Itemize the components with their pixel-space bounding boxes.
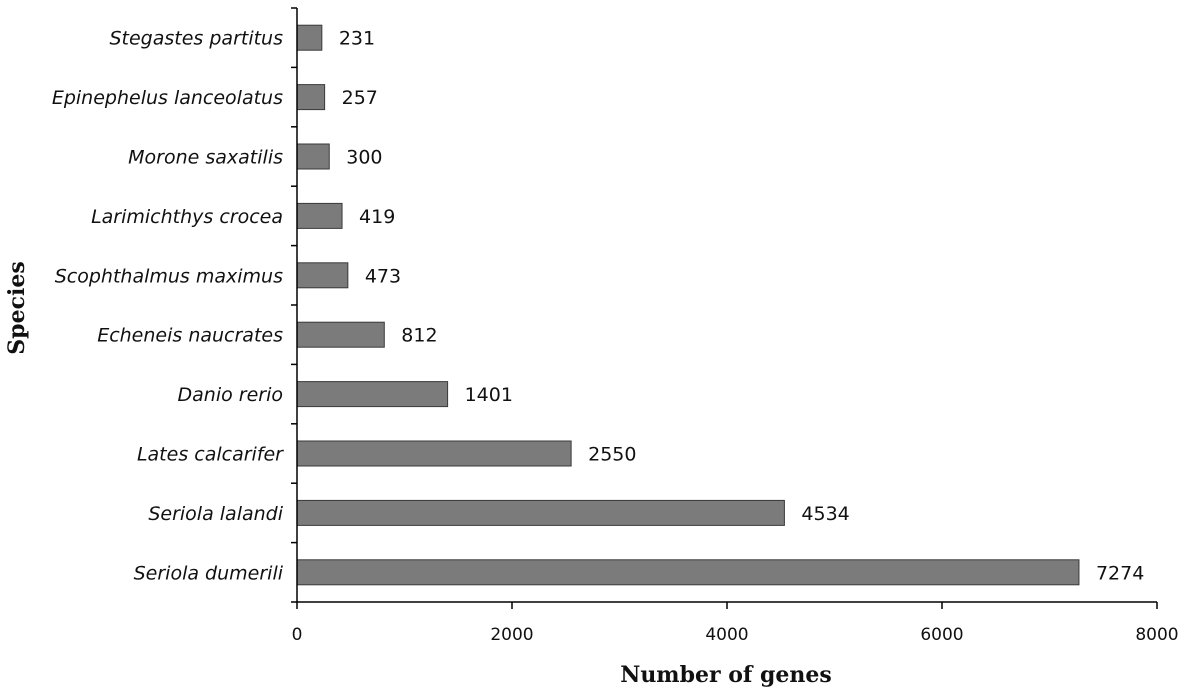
x-tick-label: 4000 [705,625,748,645]
category-label: Epinephelus lanceolatus [52,87,283,109]
data-label: 300 [346,147,382,169]
x-tick-label: 2000 [490,625,533,645]
category-label: Stegastes partitus [109,28,283,50]
bar [296,262,349,289]
x-axis-title: Number of genes [620,662,832,688]
category-label: Seriola dumerili [134,562,284,584]
data-label: 231 [339,28,375,50]
data-label: 257 [342,87,378,109]
data-label: 812 [401,325,437,347]
bar [296,559,1080,586]
axes-layer: 0 2000 4000 6000 8000 [291,7,1179,645]
bar [296,381,449,408]
category-label: Echeneis naucrates [97,325,283,347]
bar [296,202,343,229]
category-label: Seriola lalandi [148,503,283,525]
x-tick-label: 6000 [920,625,963,645]
data-label: 473 [365,265,401,287]
bar [296,84,326,111]
data-label: 419 [359,206,395,228]
bar [296,440,572,467]
bars-layer [296,24,1080,586]
x-tick-label: 8000 [1135,625,1178,645]
data-label: 7274 [1096,562,1144,584]
bar [296,321,385,348]
x-tick-label: 0 [292,625,303,645]
y-axis-title: Species [4,261,30,354]
category-label: Larimichthys crocea [91,206,283,228]
bar [296,143,330,170]
category-label: Scophthalmus maximus [55,265,283,287]
category-label: Danio rerio [178,384,283,406]
labels-layer: Stegastes partitus 231 Epinephelus lanceol… [52,28,1144,585]
data-label: 2550 [588,444,636,466]
data-label: 4534 [801,503,849,525]
bar [296,499,785,526]
category-label: Morone saxatilis [128,147,283,169]
bar [296,24,323,51]
data-label: 1401 [465,384,513,406]
category-label: Lates calcarifer [137,444,284,466]
